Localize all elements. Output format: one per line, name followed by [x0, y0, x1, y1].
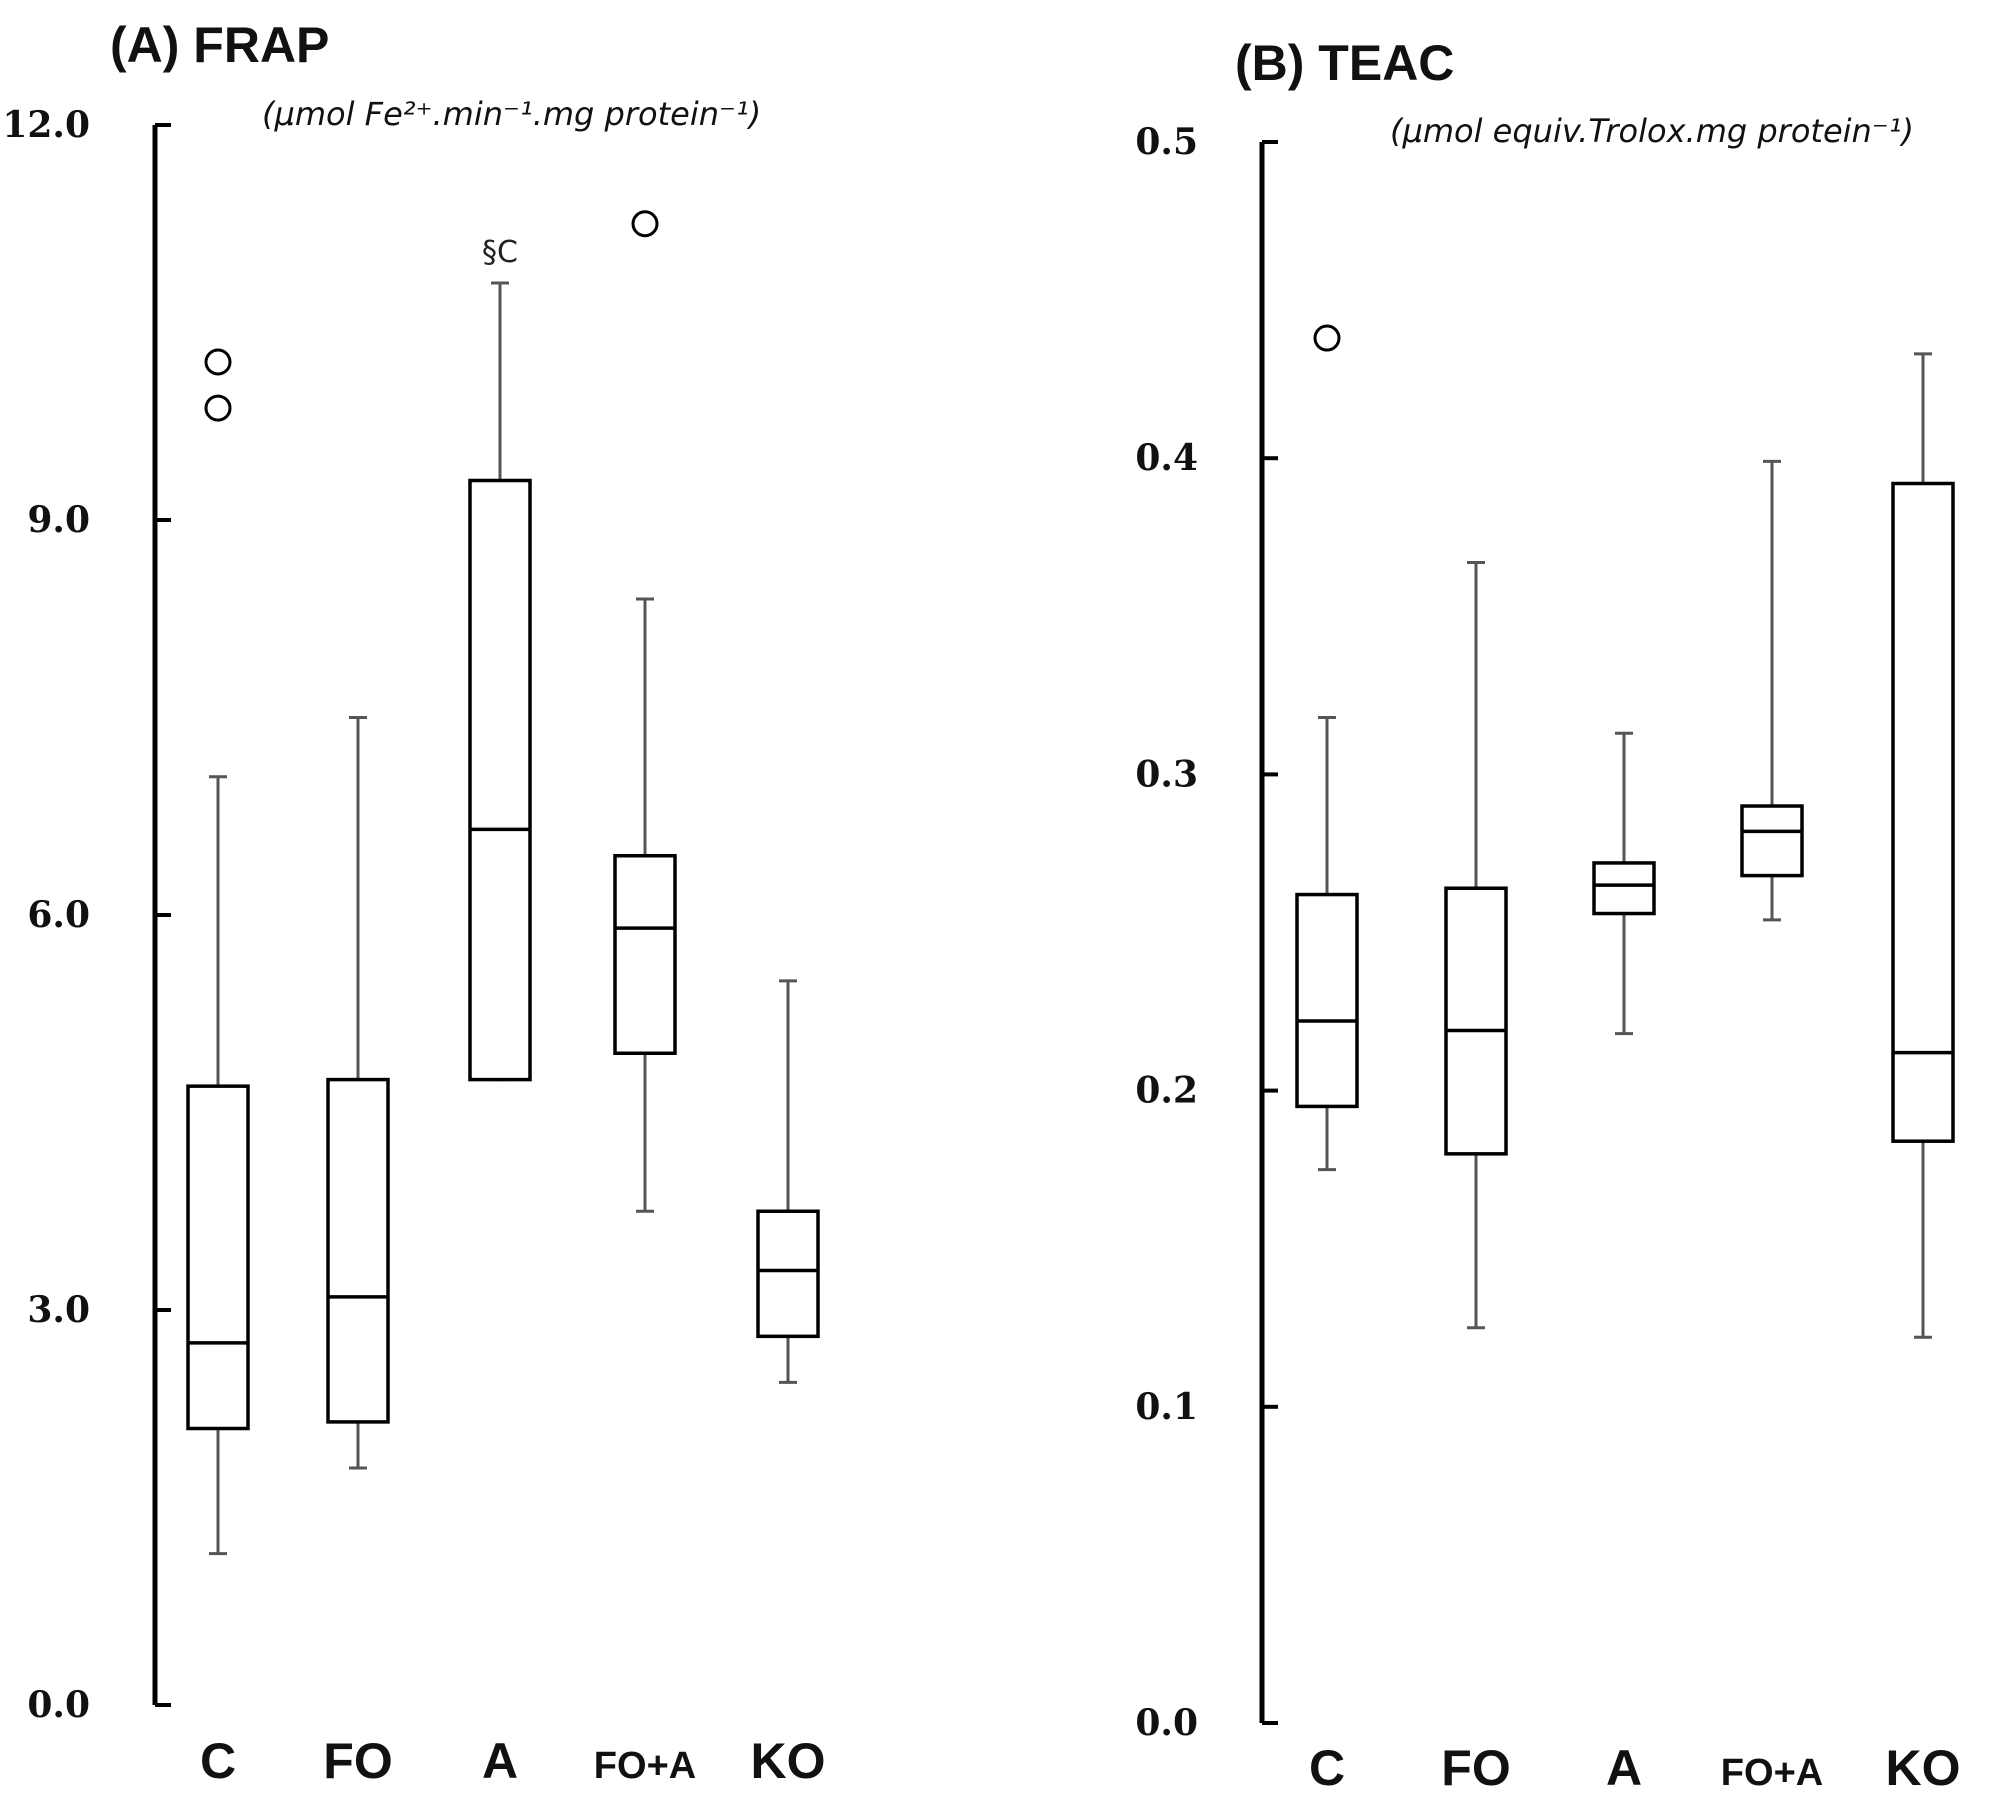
y-tick-label: 0.5	[1135, 121, 1198, 163]
significance-annotation: §C	[482, 235, 518, 270]
x-category-label: FO	[1441, 1740, 1510, 1795]
iqr-box	[468, 478, 532, 1082]
iqr-box	[1891, 481, 1955, 1143]
y-tick-label: 0.4	[1135, 437, 1198, 479]
teac-unit-label: (µmol equiv.Trolox.mg protein⁻¹)	[1390, 112, 1914, 150]
teac-panel: (B) TEAC (µmol equiv.Trolox.mg protein⁻¹…	[1135, 35, 1960, 1795]
x-category-label: FO+A	[594, 1745, 696, 1787]
box-a	[1592, 731, 1656, 1036]
x-category-label: C	[200, 1733, 236, 1789]
outlier-point	[204, 394, 232, 422]
iqr-box	[1295, 892, 1359, 1109]
teac-title: (B) TEAC	[1235, 35, 1454, 91]
iqr-box	[756, 1209, 820, 1339]
iqr-box	[1592, 861, 1656, 916]
frap-categories: C FO A FO+A KO	[200, 1733, 826, 1789]
iqr-box	[613, 854, 677, 1055]
y-tick-label: 9.0	[27, 499, 90, 541]
frap-boxes: §C	[186, 210, 820, 1556]
y-tick-label: 3.0	[27, 1289, 90, 1331]
frap-y-ticks: 0.0 3.0 6.0 9.0 12.0	[2, 104, 171, 1726]
y-tick-label: 0.2	[1135, 1070, 1198, 1112]
outlier-point	[631, 210, 659, 238]
x-category-label: FO	[323, 1733, 392, 1789]
outlier-point	[1313, 324, 1341, 352]
x-category-label: A	[482, 1733, 518, 1789]
iqr-box	[186, 1084, 250, 1431]
box-a: §C	[468, 235, 532, 1082]
iqr-box	[1740, 804, 1804, 878]
frap-panel: (A) FRAP (µmol Fe²⁺.min⁻¹.mg protein⁻¹) …	[2, 17, 825, 1789]
box-fo	[326, 716, 390, 1470]
iqr-box	[326, 1077, 390, 1424]
y-tick-label: 6.0	[27, 894, 90, 936]
x-category-label: A	[1606, 1740, 1642, 1795]
box-fo-plus-a	[613, 210, 677, 1213]
box-ko	[1891, 352, 1955, 1339]
y-tick-label: 0.1	[1135, 1386, 1198, 1428]
teac-y-ticks: 0.0 0.1 0.2 0.3 0.4 0.5	[1135, 121, 1278, 1744]
frap-unit-label: (µmol Fe²⁺.min⁻¹.mg protein⁻¹)	[262, 95, 761, 133]
x-category-label: KO	[1886, 1740, 1961, 1795]
x-category-label: FO+A	[1721, 1752, 1823, 1794]
frap-title: (A) FRAP	[110, 17, 329, 73]
x-category-label: C	[1309, 1740, 1345, 1795]
y-tick-label: 0.0	[27, 1684, 90, 1726]
box-fo-plus-a	[1740, 459, 1804, 922]
y-tick-label: 0.0	[1135, 1702, 1198, 1744]
teac-boxes	[1295, 324, 1955, 1339]
box-ko	[756, 979, 820, 1384]
teac-categories: C FO A FO+A KO	[1309, 1740, 1961, 1795]
box-fo	[1444, 561, 1508, 1330]
y-tick-label: 0.3	[1135, 753, 1198, 795]
iqr-box	[1444, 886, 1508, 1156]
y-tick-label: 12.0	[2, 104, 90, 146]
x-category-label: KO	[751, 1733, 826, 1789]
box-c	[1295, 324, 1359, 1172]
outlier-point	[204, 348, 232, 376]
box-c	[186, 348, 250, 1556]
